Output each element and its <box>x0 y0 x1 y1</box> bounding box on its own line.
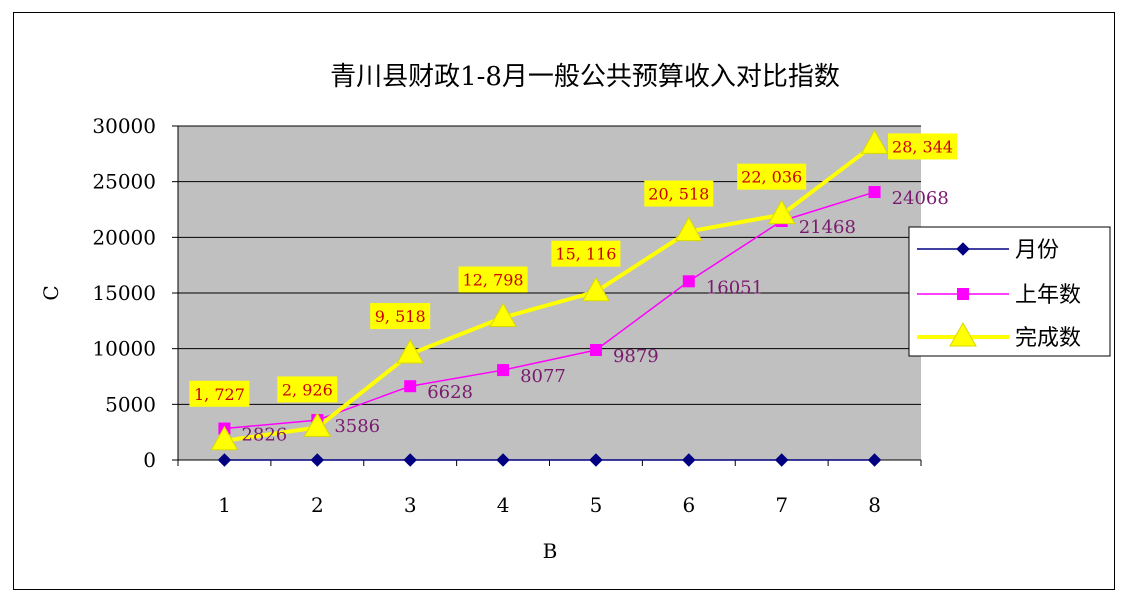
legend-marker <box>956 242 970 256</box>
x-tick-label: 7 <box>775 493 788 517</box>
data-label-box <box>458 266 528 293</box>
x-tick-label: 4 <box>497 493 510 517</box>
legend-marker <box>949 321 977 347</box>
data-label-completed: 15, 116 <box>555 245 616 264</box>
data-label-box <box>551 240 621 267</box>
data-point-completed <box>582 276 610 302</box>
data-point-completed <box>674 216 703 242</box>
data-label-prev-year: 2826 <box>241 425 287 446</box>
x-tick-label: 3 <box>404 493 417 517</box>
data-point-prev-year <box>682 275 695 288</box>
data-label-prev-year: 9879 <box>613 346 659 367</box>
data-point-month <box>589 453 603 467</box>
legend-marker <box>957 288 969 300</box>
data-point-prev-year <box>404 380 417 393</box>
data-point-prev-year <box>589 344 602 357</box>
data-point-month <box>310 453 325 467</box>
data-label-box <box>888 133 958 160</box>
data-point-completed <box>210 425 239 451</box>
data-point-prev-year <box>497 364 510 377</box>
data-label-completed: 2, 926 <box>282 380 333 399</box>
legend-item-month: 月份 <box>1015 238 1059 263</box>
x-tick-label: 6 <box>682 493 695 517</box>
y-tick-label: 25000 <box>92 170 156 194</box>
data-label-prev-year: 21468 <box>799 217 856 238</box>
y-tick-label: 20000 <box>92 225 156 249</box>
data-point-month <box>403 453 417 467</box>
x-tick-label: 2 <box>311 493 324 517</box>
x-tick-label: 1 <box>218 493 231 517</box>
data-point-completed <box>489 302 517 328</box>
data-label-prev-year: 8077 <box>520 366 566 387</box>
data-point-month <box>774 453 789 467</box>
data-label-box <box>644 180 714 207</box>
data-point-completed <box>767 199 796 225</box>
data-point-completed <box>303 412 332 437</box>
x-tick-label: 8 <box>868 493 881 517</box>
data-label-completed: 9, 518 <box>375 307 426 326</box>
data-label-completed: 1, 727 <box>194 385 245 404</box>
data-point-month <box>217 453 232 467</box>
y-tick-label: 0 <box>143 448 156 472</box>
data-point-completed <box>396 339 425 364</box>
y-axis-label: C <box>39 285 63 300</box>
chart-title: 青川县财政1-8月一般公共预算收入对比指数 <box>330 62 840 92</box>
data-label-completed: 12, 798 <box>463 271 524 290</box>
data-point-prev-year <box>868 186 881 199</box>
data-label-box <box>189 380 250 407</box>
data-label-completed: 22, 036 <box>741 168 802 187</box>
data-label-prev-year: 6628 <box>427 382 473 403</box>
data-point-month <box>496 453 510 467</box>
data-point-month <box>682 453 696 467</box>
x-axis-label: B <box>543 539 558 563</box>
data-label-box <box>737 163 807 190</box>
legend-item-completed: 完成数 <box>1015 326 1081 351</box>
y-tick-label: 15000 <box>92 281 156 305</box>
data-label-box <box>370 303 431 330</box>
data-label-prev-year: 16051 <box>706 277 763 298</box>
y-tick-label: 10000 <box>92 337 156 361</box>
data-label-prev-year: 24068 <box>892 188 949 209</box>
data-point-completed <box>860 129 889 154</box>
data-label-prev-year: 3586 <box>334 416 380 437</box>
data-point-month <box>867 453 882 467</box>
series-line-completed <box>224 142 876 443</box>
y-tick-label: 30000 <box>92 114 156 138</box>
data-label-completed: 20, 518 <box>648 185 709 204</box>
x-tick-label: 5 <box>590 493 603 517</box>
data-label-completed: 28, 344 <box>892 137 953 156</box>
y-tick-label: 5000 <box>105 392 156 416</box>
data-label-box <box>277 376 338 403</box>
legend-item-prev-year: 上年数 <box>1015 283 1081 308</box>
